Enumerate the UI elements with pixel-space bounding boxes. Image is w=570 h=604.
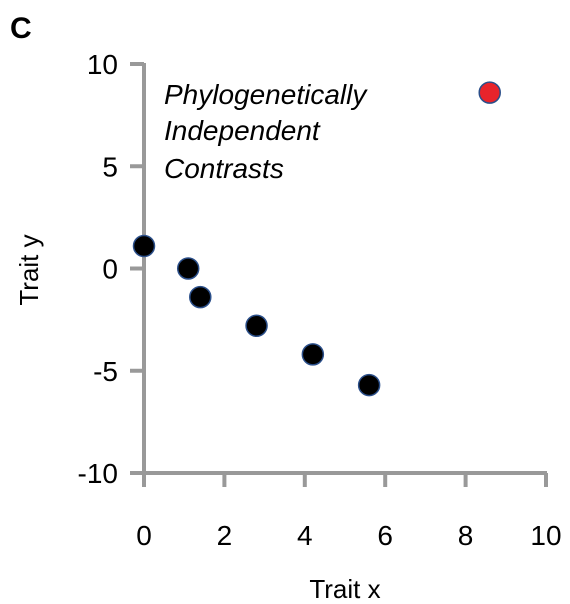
x-axis-title: Trait x <box>309 574 380 604</box>
x-tick-label: 4 <box>297 520 313 551</box>
data-point <box>176 257 200 280</box>
data-point <box>189 285 212 309</box>
data-point <box>132 234 156 258</box>
y-tick-label: 5 <box>102 151 118 182</box>
y-axis-title: Trait y <box>14 234 44 305</box>
x-tick-label: 2 <box>217 520 233 551</box>
data-point <box>357 373 381 397</box>
annotation: Phylogenetically Independent Contrasts <box>164 79 368 184</box>
y-tick-label: -5 <box>93 356 118 387</box>
annotation-line-3: Contrasts <box>164 153 284 184</box>
data-point <box>301 343 325 366</box>
annotation-line-1: Phylogenetically <box>164 79 368 110</box>
x-tick-label: 8 <box>458 520 474 551</box>
highlighted-data-point <box>478 81 501 104</box>
x-tick-label: 10 <box>530 520 561 551</box>
panel-label: C <box>10 12 32 45</box>
y-axis-ticks: 10 5 0 -5 -10 <box>78 49 144 489</box>
y-tick-label: 10 <box>87 49 118 80</box>
annotation-line-2: Independent <box>164 115 321 146</box>
y-tick-label: 0 <box>102 254 118 285</box>
x-tick-label: 6 <box>377 520 393 551</box>
data-point <box>245 314 268 338</box>
y-tick-label: -10 <box>78 458 118 489</box>
x-axis-ticks: 0 2 4 6 8 10 <box>136 473 562 551</box>
x-tick-label: 0 <box>136 520 152 551</box>
data-points <box>132 81 501 397</box>
